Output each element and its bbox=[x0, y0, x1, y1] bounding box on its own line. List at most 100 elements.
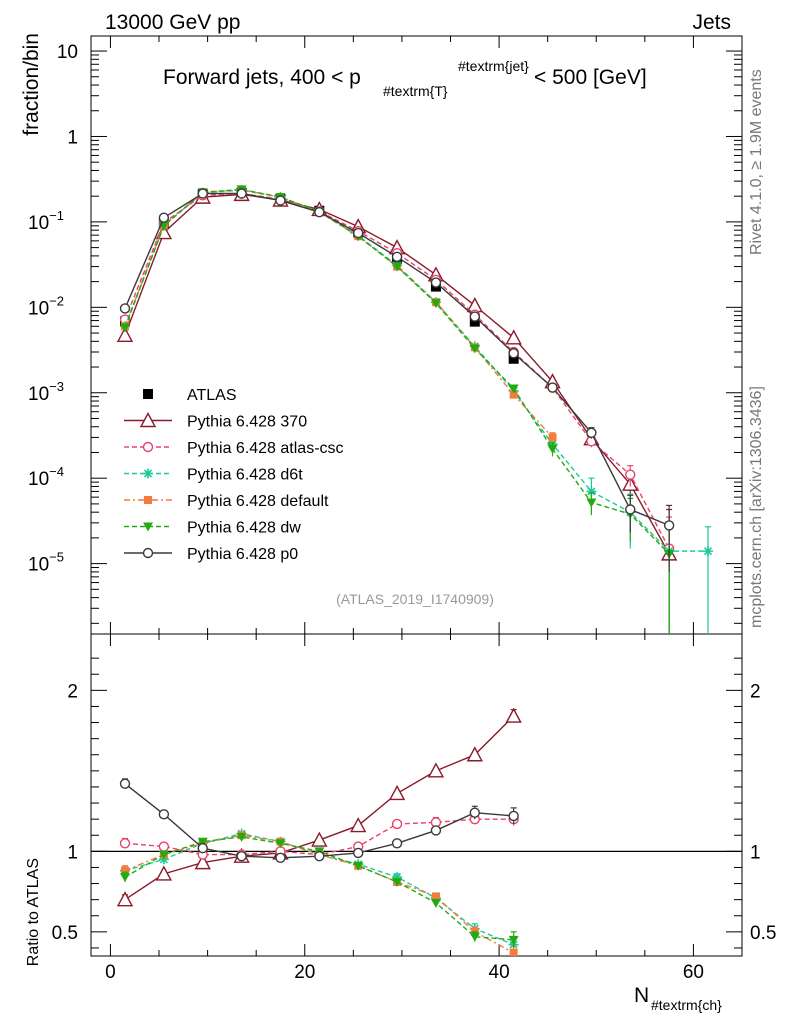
ratio-point bbox=[392, 872, 403, 883]
y-tick-label: 10−3 bbox=[28, 379, 64, 405]
series-point bbox=[275, 195, 286, 206]
ratio-point bbox=[509, 948, 518, 956]
ratio-point bbox=[155, 865, 173, 881]
ratio-point bbox=[311, 831, 328, 847]
x-axis-label-sub: #textrm{ch} bbox=[651, 997, 722, 1013]
series-point bbox=[392, 262, 403, 272]
ratio-point bbox=[194, 854, 211, 870]
title-sub: #textrm{T} bbox=[383, 83, 448, 99]
title-tail: < 500 [GeV] bbox=[534, 66, 647, 89]
title-sup: #textrm{jet} bbox=[458, 58, 529, 74]
x-tick-label: 20 bbox=[294, 962, 315, 983]
y-tick-exponent: −5 bbox=[49, 550, 64, 565]
ratio-point bbox=[505, 707, 522, 723]
ratio-tick-label-left: 2 bbox=[67, 681, 78, 702]
plot-title: Forward jets, 400 < p #textrm{T} #textrm… bbox=[163, 58, 647, 99]
y-tick-exponent: −1 bbox=[49, 208, 64, 223]
legend-entry: Pythia 6.428 dw bbox=[124, 520, 301, 537]
ratio-point bbox=[388, 784, 406, 801]
legend-label: Pythia 6.428 370 bbox=[187, 414, 307, 431]
ratio-series-layer bbox=[116, 707, 522, 956]
ratio-point bbox=[391, 838, 403, 849]
series-point bbox=[430, 277, 442, 288]
analysis-id: (ATLAS_2019_I1740909) bbox=[336, 591, 494, 607]
ratio-point bbox=[158, 841, 170, 852]
ratio-point bbox=[158, 850, 169, 860]
ratio-line bbox=[124, 715, 515, 901]
legend-entry: Pythia 6.428 atlas-csc bbox=[124, 440, 344, 457]
series-point bbox=[505, 329, 522, 345]
legend-marker bbox=[142, 441, 154, 453]
legend-marker bbox=[142, 547, 154, 559]
ratio-point bbox=[236, 850, 247, 862]
main-series-layer bbox=[116, 185, 713, 634]
ratio-point bbox=[119, 838, 131, 849]
ratio-tick-label-right: 1 bbox=[750, 842, 761, 863]
ratio-point bbox=[275, 839, 286, 849]
ratio-point bbox=[430, 825, 442, 836]
title-main: Forward jets, 400 < p bbox=[163, 66, 361, 89]
legend-marker bbox=[139, 412, 157, 428]
series-point bbox=[469, 344, 480, 354]
legend-entry: Pythia 6.428 d6t bbox=[124, 467, 303, 484]
ratio-plot-frame bbox=[90, 633, 743, 957]
ratio-tick-label-left: 1 bbox=[67, 842, 78, 863]
series-point bbox=[702, 546, 713, 557]
y-tick-exponent: −2 bbox=[49, 293, 64, 308]
ratio-series-2 bbox=[120, 828, 519, 953]
ratio-tick-label-left: 0.5 bbox=[52, 923, 78, 944]
series-point bbox=[625, 469, 636, 480]
y-axis-label-main: fraction/bin bbox=[20, 33, 43, 136]
y-tick-label: 10−1 bbox=[28, 208, 64, 234]
series-point bbox=[314, 206, 325, 218]
series-point bbox=[586, 486, 597, 497]
series-point bbox=[469, 311, 480, 322]
ratio-point bbox=[469, 932, 480, 942]
series-point bbox=[509, 390, 518, 399]
series-point bbox=[586, 427, 597, 438]
y-tick-label: 1 bbox=[67, 127, 78, 148]
y-tick-label: 10 bbox=[57, 42, 78, 63]
series-point bbox=[586, 498, 597, 508]
series-point bbox=[119, 303, 131, 314]
series-5 bbox=[119, 188, 675, 572]
series-3 bbox=[121, 185, 557, 443]
ratio-tick-label-right: 0.5 bbox=[750, 923, 776, 944]
ratio-point bbox=[350, 817, 367, 833]
ratio-point bbox=[120, 873, 131, 883]
header-type: Jets bbox=[692, 11, 731, 34]
y-tick-label: 10−5 bbox=[28, 550, 64, 576]
header-energy: 13000 GeV pp bbox=[105, 11, 240, 34]
series-line bbox=[124, 192, 670, 549]
ratio-point bbox=[236, 832, 247, 842]
y-axis-label-ratio: Ratio to ATLAS bbox=[25, 858, 42, 966]
ratio-point bbox=[392, 877, 403, 887]
series-point bbox=[236, 188, 247, 199]
y-tick-label: 10−2 bbox=[28, 293, 64, 319]
series-point bbox=[547, 444, 558, 454]
series-line bbox=[124, 188, 670, 555]
x-tick-label: 0 bbox=[105, 962, 116, 983]
y-tick-exponent: −4 bbox=[49, 464, 64, 479]
ratio-point bbox=[427, 762, 445, 778]
ratio-point bbox=[391, 818, 403, 830]
series-point bbox=[625, 504, 636, 515]
ratio-point bbox=[466, 746, 483, 762]
legend-label: ATLAS bbox=[187, 387, 237, 404]
ratio-point bbox=[116, 891, 134, 907]
x-tick-label: 60 bbox=[683, 962, 704, 983]
y-tick-exponent: −3 bbox=[49, 379, 64, 394]
atlas-data-point bbox=[508, 353, 519, 364]
rivet-label: Rivet 4.1.0, ≥ 1.9M events bbox=[748, 69, 765, 255]
ratio-point bbox=[353, 861, 364, 871]
ratio-point bbox=[158, 809, 170, 820]
ratio-series-0 bbox=[116, 707, 522, 907]
legend-entry: Pythia 6.428 370 bbox=[124, 412, 307, 431]
ratio-point bbox=[431, 892, 440, 901]
series-point bbox=[508, 348, 519, 359]
legend-entry: Pythia 6.428 default bbox=[124, 493, 329, 510]
series-point bbox=[430, 299, 441, 309]
legend-marker bbox=[143, 522, 153, 532]
legend-label: Pythia 6.428 default bbox=[187, 493, 329, 510]
